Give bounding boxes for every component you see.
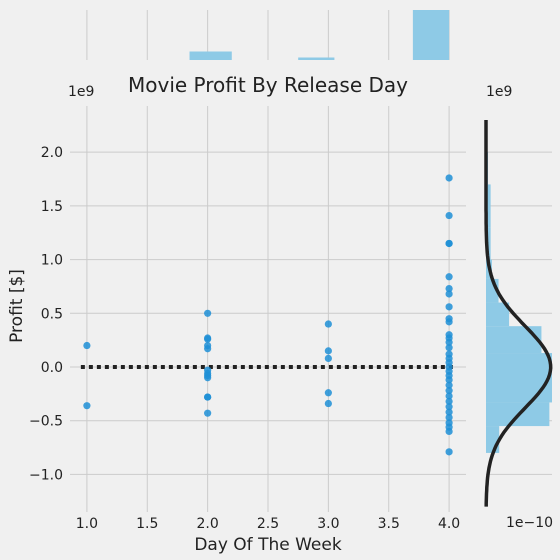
data-point — [445, 303, 453, 311]
y-tick-label: 1.0 — [41, 253, 63, 269]
data-point — [445, 376, 453, 384]
y-tick-label: 2.0 — [41, 145, 63, 161]
data-point — [204, 335, 212, 343]
right-x-offset-label: 1e−10 — [506, 515, 553, 531]
data-point — [324, 347, 332, 355]
data-point — [445, 403, 453, 411]
y-tick-label: −0.5 — [29, 414, 63, 430]
y-tick-label: −1.0 — [29, 467, 63, 483]
top-hist-bar — [298, 57, 335, 60]
data-point — [445, 392, 453, 400]
right-hist-bar — [486, 426, 500, 453]
data-point — [445, 273, 453, 281]
x-tick-label: 2.0 — [197, 516, 219, 532]
right-y-offset-label: 1e9 — [486, 84, 512, 100]
y-tick-label: 1.5 — [41, 199, 63, 215]
data-point — [445, 211, 453, 220]
y-offset-label: 1e9 — [68, 84, 94, 100]
top-hist-bar — [412, 10, 450, 60]
data-point — [445, 448, 453, 456]
y-axis-label: Profit [$] — [7, 269, 27, 343]
x-axis-label: Day Of The Week — [194, 535, 341, 555]
data-point — [324, 320, 332, 328]
x-tick-label: 3.5 — [378, 516, 400, 532]
kde-curve — [484, 120, 553, 507]
data-point — [83, 402, 91, 410]
right-hist-bar — [486, 353, 552, 403]
data-point — [445, 338, 453, 346]
x-tick-label: 3.0 — [317, 516, 339, 532]
x-tick-label: 4.0 — [438, 516, 460, 532]
y-marginal-kde — [484, 120, 553, 507]
data-points — [83, 174, 453, 456]
data-point — [445, 427, 453, 436]
data-point — [204, 309, 212, 317]
x-tick-label: 1.0 — [76, 516, 98, 532]
data-point — [445, 413, 453, 422]
data-point — [324, 399, 332, 408]
data-point — [324, 389, 332, 397]
chart-title: Movie Profit By Release Day — [128, 73, 408, 97]
right-hist-bar — [486, 326, 542, 354]
x-marginal-histogram — [86, 10, 450, 60]
x-tick-labels: 1.0 1.5 2.0 2.5 3.0 3.5 4.0 — [76, 516, 460, 532]
x-tick-label: 1.5 — [136, 516, 158, 532]
data-point — [445, 408, 453, 416]
data-point — [445, 284, 453, 293]
data-point — [445, 381, 453, 389]
data-point — [445, 174, 453, 182]
data-point — [204, 409, 212, 417]
data-point — [445, 318, 453, 326]
data-point — [445, 290, 453, 298]
right-hist-bar — [486, 184, 491, 228]
data-point — [445, 387, 453, 395]
data-point — [204, 374, 212, 382]
right-hist-bar — [486, 302, 510, 327]
data-point — [445, 344, 453, 352]
main-axes: 1.0 1.5 2.0 2.5 3.0 3.5 4.0 −1.0−0.50.00.51.01… — [29, 106, 466, 532]
y-tick-label: 0.0 — [41, 360, 63, 376]
y-tick-label: 0.5 — [41, 306, 63, 322]
data-point — [204, 393, 212, 401]
data-point — [445, 397, 453, 405]
data-point — [324, 354, 332, 363]
y-tick-labels: −1.0 −0.5 0.0 0.5 1.0 1.5 2.0 — [29, 145, 63, 483]
top-hist-bar — [189, 51, 232, 60]
data-point — [204, 345, 212, 353]
data-point — [445, 239, 453, 248]
x-tick-label: 2.5 — [257, 516, 279, 532]
data-point — [83, 341, 91, 350]
